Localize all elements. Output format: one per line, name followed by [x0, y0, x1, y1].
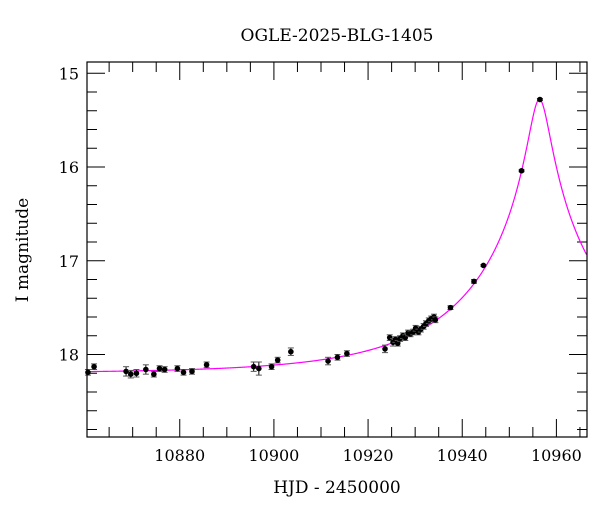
x-tick-label: 10900	[248, 446, 299, 465]
data-point	[382, 346, 388, 352]
data-point	[537, 96, 543, 103]
x-tick-labels: 10880 10900 10920 10940 10960	[154, 446, 582, 465]
x-tick-label: 10880	[154, 446, 205, 465]
y-axis-label: I magnitude	[13, 198, 33, 302]
data-point	[256, 365, 262, 372]
data-point	[123, 368, 129, 375]
data-point	[334, 354, 341, 361]
data-point	[518, 167, 525, 174]
data-point	[156, 365, 163, 372]
data-point	[471, 278, 477, 285]
data-point	[203, 362, 210, 368]
data-point	[180, 369, 187, 376]
data-point	[91, 363, 97, 370]
data-point	[127, 371, 134, 377]
data-point	[143, 366, 149, 373]
data-point	[151, 371, 157, 377]
data-point	[161, 366, 168, 373]
y-tick-labels: 15 16 17 18	[59, 64, 79, 364]
y-tick-label: 15	[59, 64, 79, 83]
y-tick-label: 17	[59, 252, 79, 271]
data-point	[189, 368, 195, 375]
chart-title: OGLE-2025-BLG-1405	[241, 26, 434, 46]
data-point	[480, 262, 487, 269]
plot-frame	[86, 61, 588, 438]
x-tick-label: 10920	[343, 446, 394, 465]
x-tick-label: 10940	[437, 446, 488, 465]
data-point	[432, 317, 439, 323]
x-tick-label: 10960	[531, 446, 582, 465]
data-point	[344, 350, 350, 357]
axis-ticks	[87, 62, 587, 437]
data-point	[447, 304, 454, 311]
data-point	[174, 365, 181, 372]
data-point	[268, 363, 275, 370]
data-point	[386, 334, 393, 341]
data-point	[85, 369, 91, 376]
model-curve	[86, 98, 588, 373]
data-point	[274, 357, 281, 363]
data-point	[133, 370, 140, 377]
y-tick-label: 16	[59, 158, 79, 177]
x-axis-label: HJD - 2450000	[273, 478, 401, 498]
data-point	[250, 363, 257, 370]
plot-area	[84, 96, 588, 379]
data-point	[325, 358, 331, 364]
data-point	[288, 348, 294, 355]
y-tick-label: 18	[59, 346, 79, 365]
